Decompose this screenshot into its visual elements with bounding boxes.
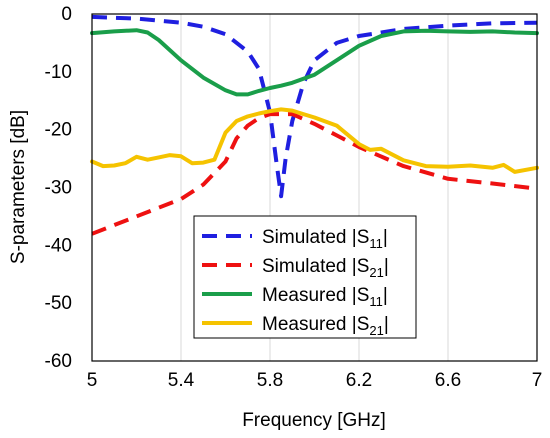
x-axis-label: Frequency [GHz] — [242, 410, 386, 431]
y-tick-label: -60 — [45, 351, 72, 372]
x-tick-label: 5 — [87, 370, 98, 391]
y-tick-label: -50 — [45, 293, 72, 314]
x-tick-labels: 5 5.4 5.8 6.2 6.6 7 — [87, 370, 543, 391]
legend-label-subscript: 11 — [369, 294, 383, 309]
y-tick-label: -40 — [45, 235, 72, 256]
legend-label-end: | — [384, 256, 389, 277]
y-tick-label: 0 — [61, 4, 72, 25]
legend-label-1: Simulated |S11| — [262, 227, 388, 251]
legend: Simulated |S11|Simulated |S21|Measured |… — [193, 215, 417, 339]
series-layer — [90, 14, 539, 236]
plot-frame — [91, 13, 538, 362]
y-axis-label: S-parameters [dB] — [8, 110, 29, 264]
y-tick-label: -30 — [45, 178, 72, 199]
legend-label-end: | — [384, 314, 389, 335]
legend-label-4: Measured |S21| — [262, 314, 389, 338]
x-tick-label: 7 — [532, 370, 543, 391]
legend-label-main: Measured |S — [262, 285, 369, 306]
series-line-3 — [90, 28, 539, 97]
legend-label-end: | — [383, 227, 388, 248]
x-tick-label: 6.6 — [435, 370, 461, 391]
y-tick-label: -10 — [45, 62, 72, 83]
legend-label-main: Measured |S — [262, 314, 369, 335]
series-line-2 — [91, 112, 538, 236]
legend-label-subscript: 11 — [369, 236, 383, 251]
legend-label-main: Simulated |S — [262, 256, 369, 277]
legend-label-2: Simulated |S21| — [262, 256, 389, 280]
x-tick-label: 5.8 — [257, 370, 283, 391]
legend-box — [193, 215, 417, 339]
legend-label-end: | — [383, 285, 388, 306]
x-tick-label: 5.4 — [168, 370, 195, 391]
legend-label-subscript: 21 — [369, 265, 383, 280]
y-tick-label: -20 — [45, 120, 72, 141]
x-tick-label: 6.2 — [346, 370, 372, 391]
legend-label-3: Measured |S11| — [262, 285, 388, 309]
y-tick-labels: 0 -10 -20 -30 -40 -50 -60 — [45, 4, 72, 372]
legend-label-main: Simulated |S — [262, 227, 369, 248]
series-line-4 — [90, 107, 539, 174]
legend-label-subscript: 21 — [369, 323, 383, 338]
